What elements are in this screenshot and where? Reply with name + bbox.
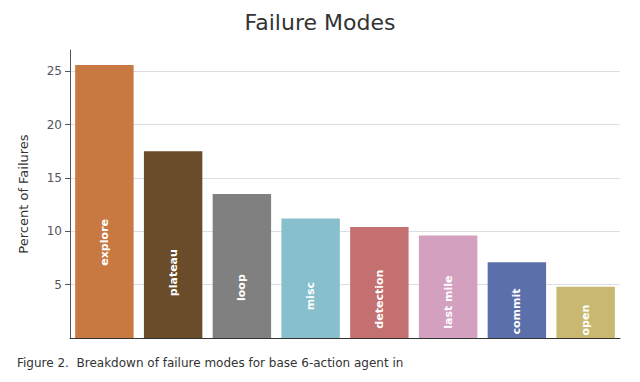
svg-text:25: 25 [47, 64, 62, 78]
svg-text:10: 10 [47, 224, 62, 238]
svg-text:last mile: last mile [442, 276, 455, 329]
svg-text:5: 5 [54, 278, 62, 292]
svg-text:commit: commit [510, 288, 523, 334]
svg-text:open: open [579, 305, 592, 336]
svg-text:Failure Modes: Failure Modes [245, 10, 396, 35]
svg-text:Figure 2. Breakdown of failur: Figure 2. Breakdown of failure modes for… [17, 356, 403, 370]
svg-text:Percent of Failures: Percent of Failures [16, 134, 31, 253]
svg-text:plateau: plateau [167, 249, 180, 296]
svg-text:loop: loop [235, 274, 248, 301]
svg-text:detection: detection [373, 270, 386, 329]
svg-text:15: 15 [47, 171, 62, 185]
svg-text:explore: explore [98, 219, 111, 266]
svg-text:misc: misc [304, 282, 317, 310]
svg-text:20: 20 [47, 118, 62, 132]
